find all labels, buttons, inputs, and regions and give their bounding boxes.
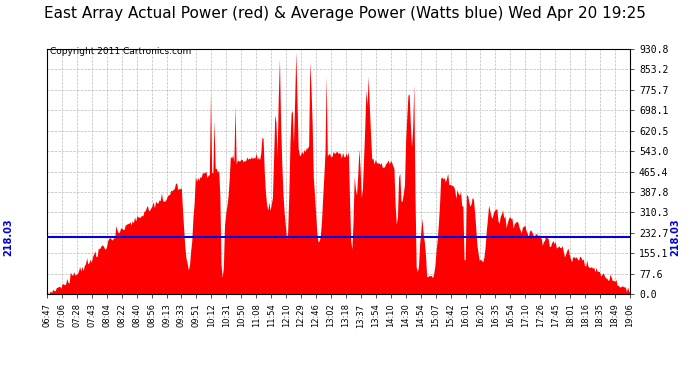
Text: Copyright 2011 Cartronics.com: Copyright 2011 Cartronics.com: [50, 47, 191, 56]
Text: 218.03: 218.03: [670, 218, 680, 256]
Text: East Array Actual Power (red) & Average Power (Watts blue) Wed Apr 20 19:25: East Array Actual Power (red) & Average …: [44, 6, 646, 21]
Text: 218.03: 218.03: [3, 218, 13, 256]
